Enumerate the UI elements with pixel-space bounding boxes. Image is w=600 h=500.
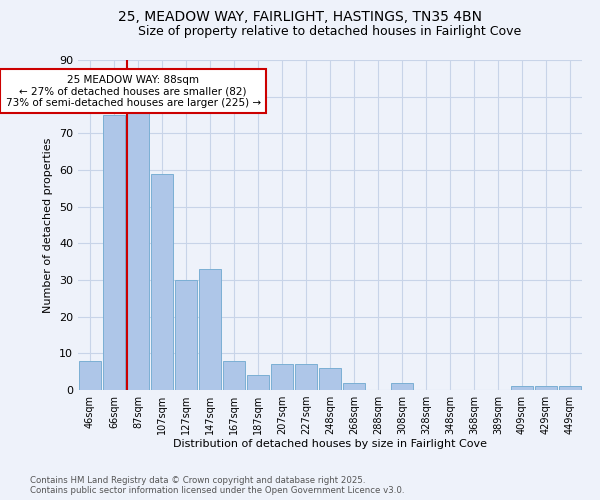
Bar bbox=[127, 112, 149, 390]
Bar bbox=[79, 360, 101, 390]
Bar bbox=[343, 382, 365, 390]
Bar bbox=[175, 280, 197, 390]
Title: Size of property relative to detached houses in Fairlight Cove: Size of property relative to detached ho… bbox=[139, 25, 521, 38]
Bar bbox=[103, 115, 125, 390]
Bar bbox=[511, 386, 533, 390]
Text: 25, MEADOW WAY, FAIRLIGHT, HASTINGS, TN35 4BN: 25, MEADOW WAY, FAIRLIGHT, HASTINGS, TN3… bbox=[118, 10, 482, 24]
Text: 25 MEADOW WAY: 88sqm
← 27% of detached houses are smaller (82)
73% of semi-detac: 25 MEADOW WAY: 88sqm ← 27% of detached h… bbox=[5, 74, 261, 108]
Bar bbox=[319, 368, 341, 390]
Bar bbox=[391, 382, 413, 390]
Bar bbox=[223, 360, 245, 390]
Bar bbox=[247, 376, 269, 390]
Bar bbox=[295, 364, 317, 390]
X-axis label: Distribution of detached houses by size in Fairlight Cove: Distribution of detached houses by size … bbox=[173, 438, 487, 448]
Bar bbox=[271, 364, 293, 390]
Text: Contains HM Land Registry data © Crown copyright and database right 2025.
Contai: Contains HM Land Registry data © Crown c… bbox=[30, 476, 404, 495]
Y-axis label: Number of detached properties: Number of detached properties bbox=[43, 138, 53, 312]
Bar bbox=[199, 269, 221, 390]
Bar bbox=[151, 174, 173, 390]
Bar bbox=[535, 386, 557, 390]
Bar bbox=[559, 386, 581, 390]
